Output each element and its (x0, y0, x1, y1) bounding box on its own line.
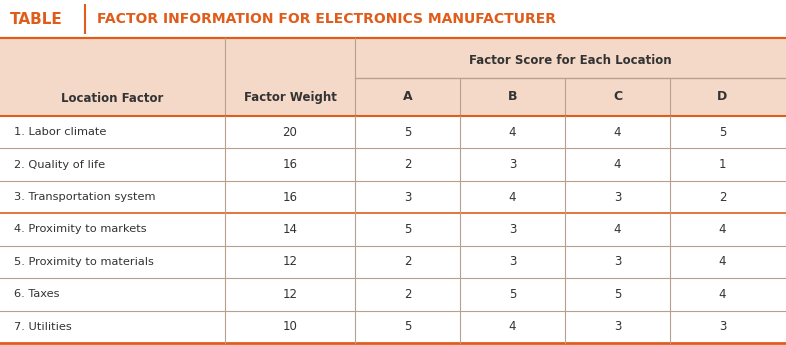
Text: 2: 2 (718, 190, 726, 204)
Text: 7. Utilities: 7. Utilities (14, 322, 72, 332)
Text: TABLE: TABLE (10, 11, 63, 27)
Text: 4: 4 (718, 255, 726, 268)
Text: Location Factor: Location Factor (61, 91, 163, 105)
Text: 20: 20 (282, 126, 297, 139)
Text: 4: 4 (718, 288, 726, 301)
Text: 3: 3 (509, 255, 516, 268)
Text: 4: 4 (509, 190, 516, 204)
Text: 10: 10 (282, 320, 297, 333)
Text: 12: 12 (282, 288, 297, 301)
Text: 5: 5 (509, 288, 516, 301)
Text: B: B (508, 90, 517, 104)
Text: 5: 5 (404, 223, 411, 236)
Text: 4: 4 (614, 223, 621, 236)
Text: 5: 5 (404, 126, 411, 139)
Text: 3: 3 (509, 158, 516, 171)
Text: 4: 4 (718, 223, 726, 236)
Text: 4: 4 (614, 158, 621, 171)
Bar (0, 38, 786, 116)
Text: 14: 14 (282, 223, 297, 236)
Text: 5: 5 (404, 320, 411, 333)
Text: 3: 3 (614, 255, 621, 268)
Text: 12: 12 (282, 255, 297, 268)
Text: 5. Proximity to materials: 5. Proximity to materials (14, 257, 154, 267)
Text: 5: 5 (614, 288, 621, 301)
Text: 3: 3 (404, 190, 411, 204)
Text: 3. Transportation system: 3. Transportation system (14, 192, 156, 202)
Text: 2: 2 (404, 158, 411, 171)
Text: Factor Weight: Factor Weight (244, 91, 336, 105)
Text: C: C (613, 90, 622, 104)
Text: FACTOR INFORMATION FOR ELECTRONICS MANUFACTURER: FACTOR INFORMATION FOR ELECTRONICS MANUF… (97, 12, 556, 26)
Text: 3: 3 (614, 320, 621, 333)
Text: 2: 2 (404, 288, 411, 301)
Text: 2. Quality of life: 2. Quality of life (14, 160, 105, 170)
Text: 1: 1 (718, 158, 726, 171)
Text: Factor Score for Each Location: Factor Score for Each Location (469, 53, 672, 67)
Text: 4: 4 (509, 320, 516, 333)
Text: A: A (402, 90, 413, 104)
Text: 16: 16 (282, 158, 297, 171)
Text: 5: 5 (719, 126, 726, 139)
Text: 1. Labor climate: 1. Labor climate (14, 127, 106, 137)
Text: D: D (718, 90, 728, 104)
Text: 3: 3 (719, 320, 726, 333)
Text: 16: 16 (282, 190, 297, 204)
Text: 3: 3 (614, 190, 621, 204)
Text: 4. Proximity to markets: 4. Proximity to markets (14, 225, 147, 235)
Text: 6. Taxes: 6. Taxes (14, 289, 60, 299)
Text: 3: 3 (509, 223, 516, 236)
Text: 4: 4 (614, 126, 621, 139)
Text: 2: 2 (404, 255, 411, 268)
Text: 4: 4 (509, 126, 516, 139)
